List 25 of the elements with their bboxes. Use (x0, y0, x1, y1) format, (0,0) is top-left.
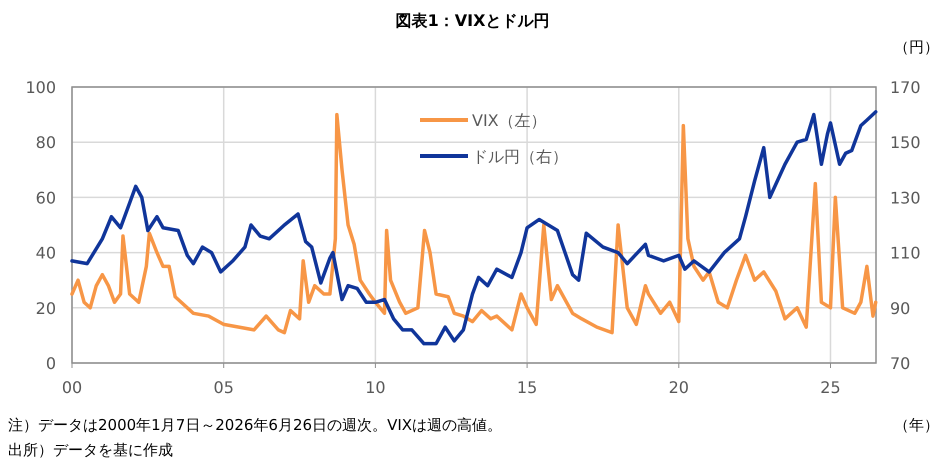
y2-tick-label: 90 (890, 298, 910, 318)
x-tick-label: 10 (365, 378, 386, 397)
x-tick-label: 15 (516, 378, 538, 397)
y2-tick-label: 110 (890, 244, 921, 263)
y-tick-label: 60 (36, 188, 56, 208)
text: 注）データは2000年1月7日～2026年6月26日の週次。VIXは週の高値。 (8, 416, 502, 434)
text: 出所）データを基に作成 (8, 441, 173, 459)
y2-tick-label: 70 (890, 354, 910, 373)
x-tick-label: 05 (214, 378, 234, 397)
y2-tick-label: 170 (890, 78, 921, 97)
y2-tick-label: 130 (890, 188, 921, 208)
legend-label: ドル円（右） (472, 147, 568, 166)
x-tick-label: 20 (668, 378, 689, 397)
x-axis-title: （年） (894, 416, 939, 434)
y-tick-label: 0 (46, 354, 56, 373)
y2-axis-title: （円） (894, 38, 939, 56)
chart-title: 図表1：VIXとドル円 (396, 11, 550, 30)
x-tick-label: 25 (820, 378, 841, 397)
y-tick-label: 20 (36, 298, 56, 318)
y-tick-label: 100 (25, 78, 56, 97)
y2-tick-label: 150 (890, 133, 921, 152)
y-tick-label: 80 (36, 133, 56, 152)
x-tick-label: 00 (62, 378, 82, 397)
legend-label: VIX（左） (472, 111, 547, 130)
y-tick-label: 40 (36, 244, 56, 263)
